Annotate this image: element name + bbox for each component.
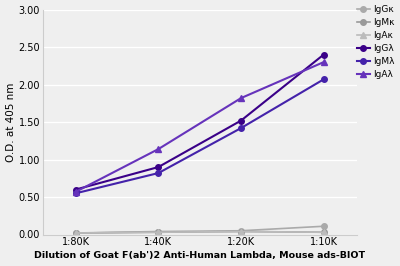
IgAκ bbox=[156, 231, 161, 234]
IgGκ bbox=[156, 230, 161, 233]
IgAκ bbox=[321, 231, 326, 234]
Line: IgAλ: IgAλ bbox=[73, 59, 326, 194]
IgMκ bbox=[239, 230, 244, 233]
IgAλ bbox=[73, 190, 78, 193]
IgGκ bbox=[239, 229, 244, 232]
IgMλ bbox=[73, 192, 78, 195]
Line: IgGλ: IgGλ bbox=[73, 52, 326, 192]
IgGκ bbox=[73, 231, 78, 235]
Line: IgAκ: IgAκ bbox=[73, 229, 326, 236]
IgAλ bbox=[321, 61, 326, 64]
IgMλ bbox=[321, 78, 326, 81]
IgGκ bbox=[321, 225, 326, 228]
Legend: IgGκ, IgMκ, IgAκ, IgGλ, IgMλ, IgAλ: IgGκ, IgMκ, IgAκ, IgGλ, IgMλ, IgAλ bbox=[357, 5, 394, 80]
X-axis label: Dilution of Goat F(ab')2 Anti-Human Lambda, Mouse ads-BIOT: Dilution of Goat F(ab')2 Anti-Human Lamb… bbox=[34, 251, 365, 260]
IgGλ bbox=[156, 165, 161, 169]
IgMλ bbox=[239, 126, 244, 130]
IgMλ bbox=[156, 172, 161, 175]
IgMκ bbox=[156, 231, 161, 234]
IgMκ bbox=[73, 231, 78, 235]
IgGλ bbox=[321, 53, 326, 56]
Line: IgMλ: IgMλ bbox=[73, 77, 326, 196]
Line: IgGκ: IgGκ bbox=[73, 223, 326, 236]
IgAκ bbox=[73, 231, 78, 235]
IgGλ bbox=[73, 188, 78, 191]
IgGλ bbox=[239, 119, 244, 122]
IgAκ bbox=[239, 230, 244, 233]
IgMκ bbox=[321, 231, 326, 234]
Line: IgMκ: IgMκ bbox=[73, 229, 326, 236]
IgAλ bbox=[239, 97, 244, 100]
Y-axis label: O.D. at 405 nm: O.D. at 405 nm bbox=[6, 82, 16, 162]
IgAλ bbox=[156, 147, 161, 151]
